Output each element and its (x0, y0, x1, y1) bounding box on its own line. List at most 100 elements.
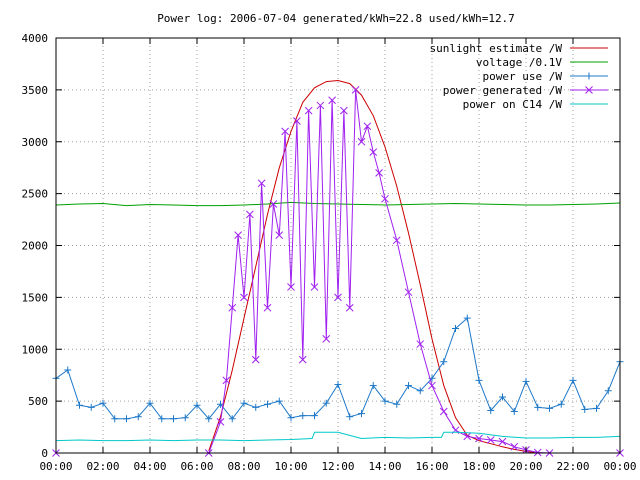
series-power-generated-w-point (304, 106, 313, 115)
legend-label: sunlight estimate /W (430, 42, 563, 55)
series-power-use-w-point (369, 382, 377, 390)
point-stroke (439, 407, 448, 416)
point-stroke (228, 303, 237, 312)
x-tick-label: 02:00 (86, 460, 119, 473)
series-power-use-w-point (193, 401, 201, 409)
series-power-use-w-point (593, 404, 600, 412)
series-power-generated-w-point (369, 148, 378, 156)
y-tick-label: 0 (41, 447, 48, 460)
series-power-use-w-point (111, 415, 119, 423)
point-stroke (281, 127, 289, 136)
point-stroke (486, 436, 495, 444)
legend-item: voltage /0.1V (476, 56, 608, 69)
series-power-use-w-point (463, 314, 471, 322)
y-tick-label: 2000 (22, 240, 49, 253)
series-power-generated-w-point (216, 418, 225, 426)
x-tick-label: 12:00 (321, 460, 354, 473)
series-power-generated-w-point (510, 442, 519, 451)
x-tick-label: 18:00 (462, 460, 495, 473)
series-power-generated-w-point (310, 283, 319, 291)
point-stroke (316, 101, 325, 110)
series-power-use-w-point (534, 403, 542, 411)
series-power-generated-w-point (293, 117, 301, 125)
series-power-use-w-point (487, 406, 495, 414)
series-power-generated-w-point (345, 303, 354, 312)
point-stroke (216, 418, 225, 426)
series-power-use-w-point (170, 415, 177, 423)
series-power-use-w-point (181, 414, 189, 422)
series-power-generated-w-point (381, 194, 389, 203)
point-stroke (222, 376, 231, 385)
series-power-use-w-point (393, 400, 401, 408)
series-power-use-w-line (55, 317, 621, 420)
series-power-use-w-point (76, 401, 83, 409)
y-tick-label: 4000 (22, 32, 49, 45)
series-power-use-w-point (322, 399, 330, 407)
legend-item: sunlight estimate /W (430, 42, 608, 55)
point-stroke (287, 283, 295, 291)
series-power-generated-w-point (475, 434, 483, 443)
point-stroke (263, 303, 272, 312)
legend-label: power use /W (483, 70, 563, 83)
series-power-generated-w-point (363, 122, 372, 131)
point-stroke (510, 442, 519, 451)
series-power-generated-w-point (392, 236, 401, 245)
series-power-use-w-point (205, 415, 213, 423)
y-tick-label: 2500 (22, 188, 49, 201)
series-power-use-w-point (228, 415, 236, 423)
point-stroke (269, 200, 278, 208)
legend-item: power generated /W (443, 84, 608, 97)
series-voltage-0-1v-line (55, 201, 621, 207)
series-power-use-w-point (334, 381, 342, 389)
series-power-use-w-point (416, 387, 424, 395)
series-power-use-w-point (299, 412, 307, 420)
y-tick-label: 3500 (22, 84, 49, 97)
series-power-generated-w-point (275, 231, 284, 239)
point-stroke (375, 169, 383, 177)
series-power-use-w-point (287, 414, 295, 422)
point-stroke (533, 448, 542, 457)
x-tick-label: 06:00 (180, 460, 213, 473)
axes: 0 500 1000 1500 2000 2500 3000 3500 4000 00:00 02:… (22, 32, 637, 473)
series-power-generated-w-point (351, 86, 360, 94)
series-power-generated-w-point (357, 137, 366, 146)
point-stroke (275, 231, 284, 239)
series-power-use-w-point (452, 325, 459, 332)
point-stroke (246, 210, 254, 219)
series-power-use-w-point (158, 415, 166, 423)
series-power-use-w-point (311, 412, 318, 420)
series-power-use-w-point (99, 399, 107, 407)
series-power-generated-w-point (404, 288, 413, 297)
y-tick-label: 1500 (22, 291, 49, 304)
x-tick-label: 16:00 (415, 460, 448, 473)
point-stroke (475, 434, 483, 443)
series-power-generated-w-point (269, 200, 278, 208)
series-power-on-c14-w (55, 431, 621, 442)
series-power-generated-w-point (322, 335, 331, 343)
point-stroke (498, 437, 507, 446)
series-power-generated-w (52, 86, 624, 457)
series-power-generated-w-point (428, 381, 436, 390)
series-power-generated-w-point (281, 127, 289, 136)
series-power-use-w-point (64, 366, 72, 374)
legend-item: power on C14 /W (463, 98, 608, 111)
series-power-use-w-point (546, 404, 553, 412)
point-stroke (240, 293, 248, 302)
x-tick-label: 20:00 (509, 460, 542, 473)
legend-item: power use /W (483, 70, 608, 83)
series-power-use-w-point (522, 377, 530, 385)
x-tick-label: 14:00 (368, 460, 401, 473)
series-power-generated-w-point (375, 169, 383, 177)
point-stroke (234, 231, 242, 239)
series-power-generated-w-point (416, 340, 425, 348)
series-power-generated-w-point (298, 355, 307, 364)
point-stroke (404, 288, 413, 297)
series-power-use-w-point (252, 403, 260, 411)
point-stroke (351, 86, 360, 94)
legend-label: voltage /0.1V (476, 56, 562, 69)
series-power-generated-w-point (486, 436, 495, 444)
series-power-use-w-point (440, 358, 448, 366)
series-power-use-w-point (346, 413, 354, 421)
